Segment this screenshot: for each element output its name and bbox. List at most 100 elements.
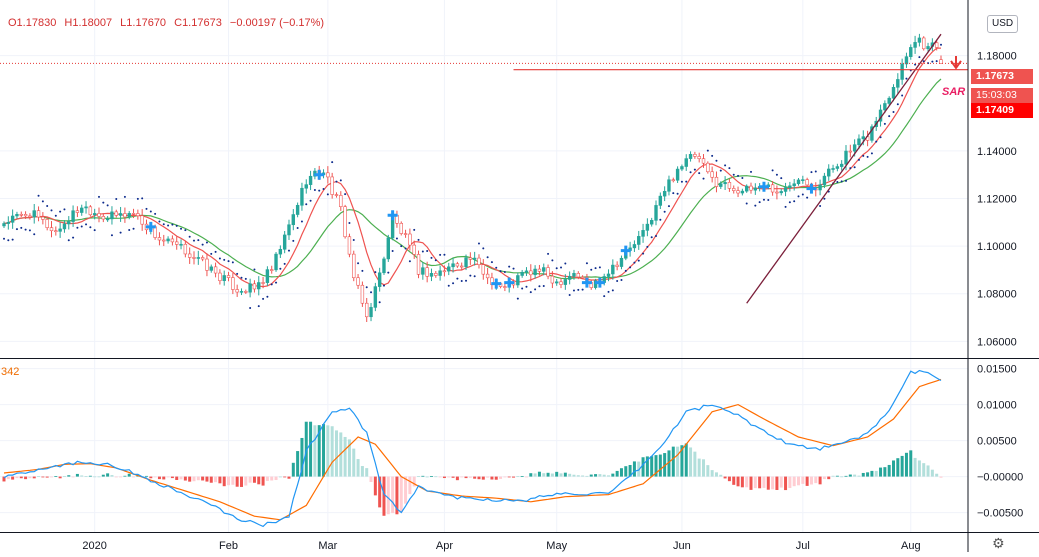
candle[interactable] bbox=[779, 188, 783, 196]
candle[interactable] bbox=[727, 178, 732, 192]
candle[interactable] bbox=[649, 217, 654, 227]
candle[interactable] bbox=[23, 211, 28, 219]
candle[interactable] bbox=[222, 270, 226, 286]
candle[interactable] bbox=[205, 253, 209, 277]
candle[interactable] bbox=[347, 233, 352, 258]
candle[interactable] bbox=[550, 271, 555, 289]
candle[interactable] bbox=[611, 259, 615, 280]
candle[interactable] bbox=[926, 42, 930, 53]
candle[interactable] bbox=[701, 154, 706, 168]
candle[interactable] bbox=[84, 201, 88, 214]
candle[interactable] bbox=[688, 151, 693, 162]
candle[interactable] bbox=[822, 172, 827, 189]
candle[interactable] bbox=[408, 228, 412, 251]
candle[interactable] bbox=[835, 163, 840, 172]
candle[interactable] bbox=[887, 96, 891, 106]
candle[interactable] bbox=[796, 178, 801, 186]
candle[interactable] bbox=[792, 179, 796, 191]
candle[interactable] bbox=[719, 181, 723, 189]
candle[interactable] bbox=[6, 216, 11, 230]
candle[interactable] bbox=[49, 221, 54, 238]
candle[interactable] bbox=[831, 164, 835, 173]
candle[interactable] bbox=[67, 216, 71, 230]
candle[interactable] bbox=[10, 209, 15, 229]
candle[interactable] bbox=[175, 236, 179, 250]
candle[interactable] bbox=[101, 213, 106, 223]
candle[interactable] bbox=[274, 252, 278, 272]
candle[interactable] bbox=[805, 177, 809, 187]
candle[interactable] bbox=[723, 176, 727, 191]
candle[interactable] bbox=[671, 177, 675, 183]
candle[interactable] bbox=[632, 240, 637, 252]
currency-selector[interactable]: USD bbox=[987, 15, 1019, 33]
candle[interactable] bbox=[619, 255, 624, 270]
candle[interactable] bbox=[572, 269, 576, 280]
candle[interactable] bbox=[438, 265, 442, 281]
candle[interactable] bbox=[472, 251, 477, 266]
candle[interactable] bbox=[239, 288, 244, 296]
candle[interactable] bbox=[662, 186, 667, 202]
candle[interactable] bbox=[593, 278, 598, 290]
candle[interactable] bbox=[684, 154, 688, 171]
candle[interactable] bbox=[546, 264, 550, 280]
candle[interactable] bbox=[334, 192, 339, 198]
candle[interactable] bbox=[870, 124, 874, 143]
candle[interactable] bbox=[421, 262, 425, 280]
candle[interactable] bbox=[900, 58, 904, 85]
candle[interactable] bbox=[857, 134, 861, 150]
candle[interactable] bbox=[270, 265, 274, 274]
candle[interactable] bbox=[62, 220, 67, 233]
candle[interactable] bbox=[922, 36, 926, 51]
price-pane[interactable] bbox=[0, 33, 968, 323]
candle[interactable] bbox=[416, 250, 421, 279]
candle[interactable] bbox=[360, 281, 365, 307]
candle[interactable] bbox=[257, 276, 261, 296]
candle[interactable] bbox=[839, 160, 844, 171]
candle[interactable] bbox=[909, 44, 913, 60]
candle[interactable] bbox=[801, 175, 805, 184]
candle[interactable] bbox=[744, 184, 749, 193]
candle[interactable] bbox=[32, 204, 36, 224]
candle[interactable] bbox=[41, 212, 45, 225]
candle[interactable] bbox=[365, 297, 369, 323]
candle[interactable] bbox=[447, 262, 451, 276]
candle[interactable] bbox=[697, 152, 701, 163]
candle[interactable] bbox=[567, 271, 572, 285]
candle[interactable] bbox=[654, 200, 658, 226]
buy-marker[interactable] bbox=[594, 277, 605, 288]
candle[interactable] bbox=[753, 183, 758, 195]
buy-marker[interactable] bbox=[314, 169, 325, 180]
candle[interactable] bbox=[248, 278, 252, 298]
candle[interactable] bbox=[88, 205, 93, 217]
candle[interactable] bbox=[136, 209, 140, 220]
candle[interactable] bbox=[118, 206, 123, 222]
candle[interactable] bbox=[369, 303, 373, 322]
candle[interactable] bbox=[92, 208, 97, 220]
candle[interactable] bbox=[339, 191, 343, 211]
candle[interactable] bbox=[218, 269, 222, 285]
candle[interactable] bbox=[576, 271, 580, 280]
candle[interactable] bbox=[645, 218, 650, 237]
candle[interactable] bbox=[330, 172, 334, 199]
buy-marker[interactable] bbox=[491, 278, 502, 289]
candle[interactable] bbox=[732, 185, 736, 194]
candle[interactable] bbox=[425, 261, 429, 283]
candle[interactable] bbox=[170, 235, 175, 246]
candle[interactable] bbox=[15, 211, 19, 219]
candle[interactable] bbox=[641, 223, 645, 243]
candle[interactable] bbox=[934, 39, 939, 51]
candle[interactable] bbox=[19, 211, 23, 218]
candle[interactable] bbox=[485, 267, 490, 285]
candle[interactable] bbox=[291, 209, 296, 231]
buy-marker[interactable] bbox=[620, 245, 631, 256]
candle[interactable] bbox=[451, 258, 455, 273]
candle[interactable] bbox=[827, 164, 831, 181]
candle[interactable] bbox=[80, 204, 84, 216]
candle[interactable] bbox=[516, 272, 520, 288]
candle[interactable] bbox=[282, 231, 287, 254]
candle[interactable] bbox=[231, 273, 235, 295]
candle[interactable] bbox=[2, 221, 6, 229]
candle[interactable] bbox=[477, 254, 481, 269]
